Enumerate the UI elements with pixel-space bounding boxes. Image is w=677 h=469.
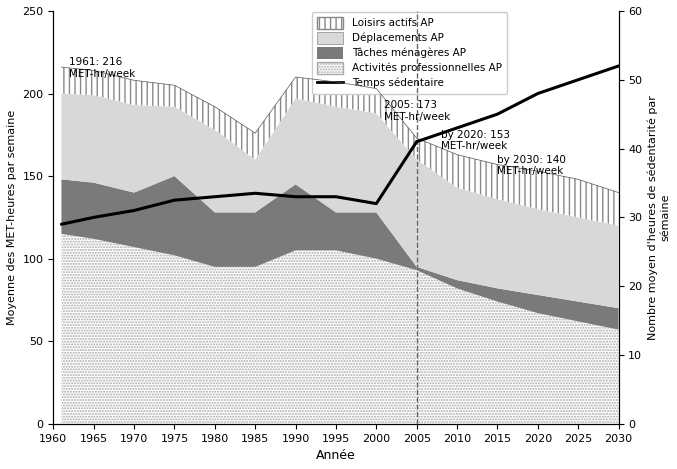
X-axis label: Année: Année [316,449,356,462]
Text: 2005: 173
MET-hr/week: 2005: 173 MET-hr/week [385,100,451,122]
Y-axis label: Moyenne des MET-heures par semaine: Moyenne des MET-heures par semaine [7,110,17,325]
Text: 1961: 216
MET-hr/week: 1961: 216 MET-hr/week [70,57,136,79]
Text: by 2020: 153
MET-hr/week: by 2020: 153 MET-hr/week [441,130,510,151]
Y-axis label: Nombre moyen d'heures de sédentarité par
sémaine: Nombre moyen d'heures de sédentarité par… [648,95,670,340]
Text: by 2030: 140
MET-hr/week: by 2030: 140 MET-hr/week [498,155,567,176]
Legend: Loisirs actifs AP, Déplacements AP, Tâches ménagères AP, Activités professionnel: Loisirs actifs AP, Déplacements AP, Tâch… [312,12,507,94]
